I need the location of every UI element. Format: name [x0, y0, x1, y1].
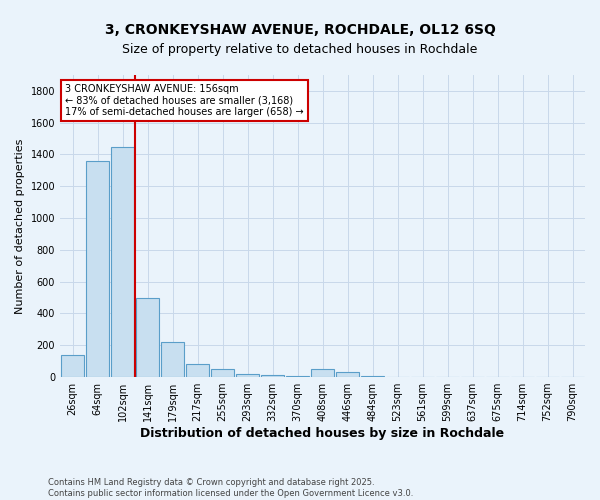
Bar — [185, 364, 209, 377]
Bar — [335, 372, 359, 377]
Text: Size of property relative to detached houses in Rochdale: Size of property relative to detached ho… — [122, 42, 478, 56]
Bar — [136, 298, 160, 377]
Bar — [311, 369, 334, 377]
Y-axis label: Number of detached properties: Number of detached properties — [15, 138, 25, 314]
Bar — [286, 376, 310, 377]
Bar — [236, 374, 259, 377]
Bar — [161, 342, 184, 377]
Bar — [260, 374, 284, 377]
X-axis label: Distribution of detached houses by size in Rochdale: Distribution of detached houses by size … — [140, 427, 505, 440]
Text: 3 CRONKEYSHAW AVENUE: 156sqm
← 83% of detached houses are smaller (3,168)
17% of: 3 CRONKEYSHAW AVENUE: 156sqm ← 83% of de… — [65, 84, 304, 117]
Bar — [110, 146, 134, 377]
Text: Contains HM Land Registry data © Crown copyright and database right 2025.
Contai: Contains HM Land Registry data © Crown c… — [48, 478, 413, 498]
Bar — [61, 355, 85, 377]
Bar — [211, 369, 235, 377]
Text: 3, CRONKEYSHAW AVENUE, ROCHDALE, OL12 6SQ: 3, CRONKEYSHAW AVENUE, ROCHDALE, OL12 6S… — [104, 22, 496, 36]
Bar — [86, 161, 109, 377]
Bar — [361, 376, 385, 377]
